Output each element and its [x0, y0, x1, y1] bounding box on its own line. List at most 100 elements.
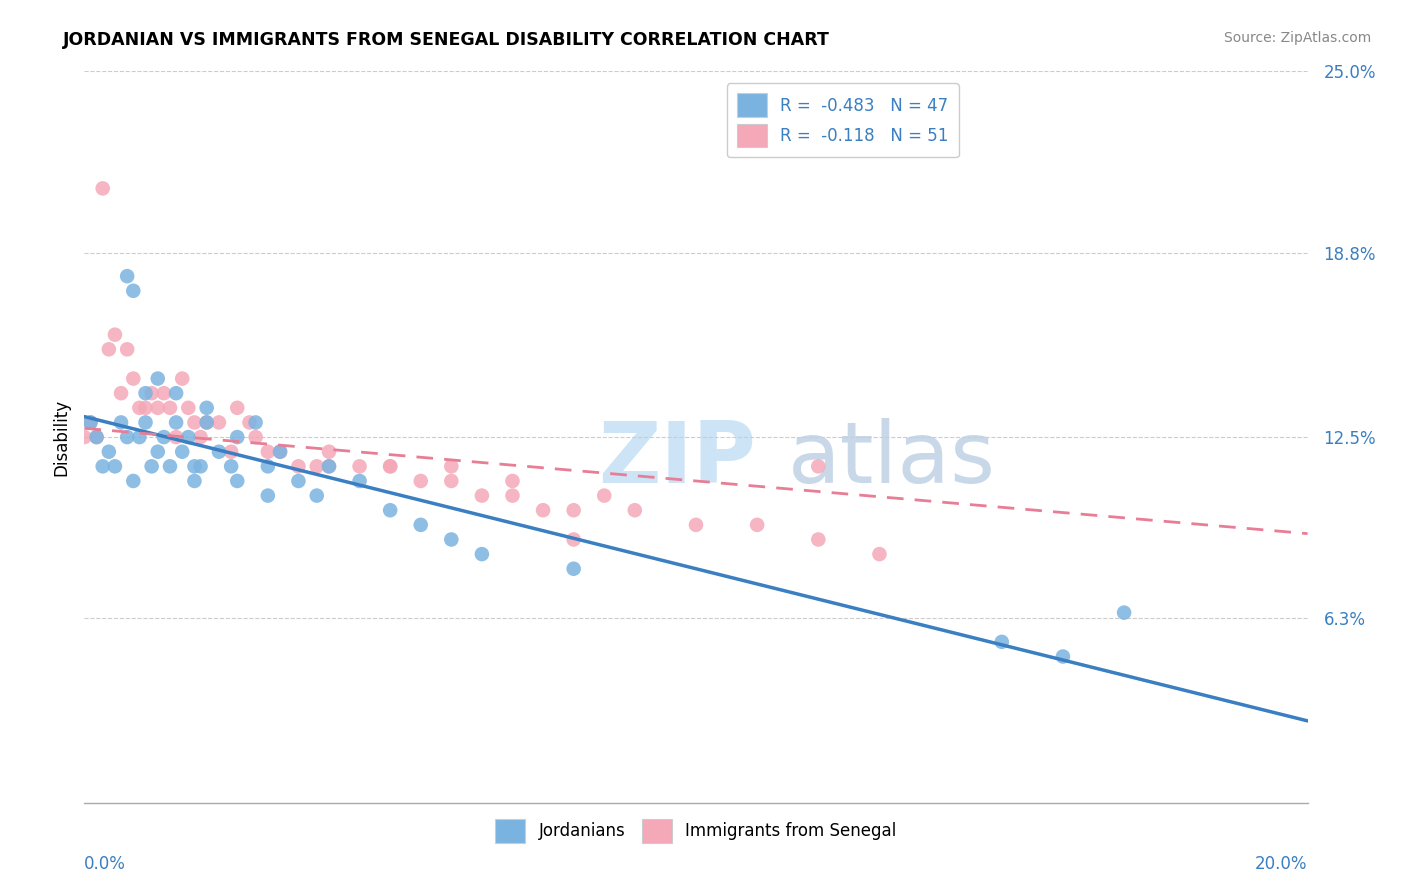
Point [165, 416, 187, 430]
Point [195, 401, 218, 415]
Point [165, 430, 187, 444]
Point [269, 444, 291, 458]
Point [122, 371, 145, 385]
Point [115, 343, 138, 357]
Text: JORDANIAN VS IMMIGRANTS FROM SENEGAL DISABILITY CORRELATION CHART: JORDANIAN VS IMMIGRANTS FROM SENEGAL DIS… [63, 31, 830, 49]
Point [226, 474, 249, 488]
Point [115, 430, 138, 444]
Point [502, 474, 524, 488]
Point [141, 386, 163, 401]
Point [562, 503, 585, 517]
Point [685, 517, 707, 532]
Point [91, 459, 114, 474]
Point [135, 416, 157, 430]
Point [305, 489, 328, 503]
Point [128, 401, 150, 415]
Point [593, 489, 616, 503]
Point [257, 444, 280, 458]
Point [349, 474, 371, 488]
Point [183, 459, 205, 474]
Point [122, 474, 145, 488]
Point [318, 459, 340, 474]
Point [245, 416, 267, 430]
Point [226, 430, 249, 444]
Point [531, 503, 554, 517]
Y-axis label: Disability: Disability [52, 399, 70, 475]
Text: Source: ZipAtlas.com: Source: ZipAtlas.com [1223, 31, 1371, 45]
Point [1114, 606, 1136, 620]
Point [141, 459, 163, 474]
Point [219, 444, 242, 458]
Point [562, 533, 585, 547]
Point [110, 416, 132, 430]
Point [380, 503, 402, 517]
Point [153, 386, 176, 401]
Point [287, 474, 309, 488]
Point [807, 459, 830, 474]
Point [86, 430, 108, 444]
Point [238, 416, 260, 430]
Point [624, 503, 647, 517]
Point [440, 459, 463, 474]
Point [183, 474, 205, 488]
Point [97, 343, 120, 357]
Point [172, 444, 194, 458]
Point [79, 416, 101, 430]
Point [349, 459, 371, 474]
Point [122, 284, 145, 298]
Point [502, 489, 524, 503]
Point [86, 430, 108, 444]
Point [159, 459, 181, 474]
Point [153, 430, 176, 444]
Point [208, 416, 231, 430]
Point [208, 444, 231, 458]
Point [991, 635, 1014, 649]
Point [440, 533, 463, 547]
Point [226, 401, 249, 415]
Point [190, 430, 212, 444]
Point [128, 430, 150, 444]
Point [165, 386, 187, 401]
Point [471, 489, 494, 503]
Point [146, 444, 169, 458]
Point [183, 416, 205, 430]
Point [115, 269, 138, 284]
Point [807, 533, 830, 547]
Point [110, 386, 132, 401]
Text: ZIP: ZIP [598, 417, 756, 500]
Point [190, 459, 212, 474]
Text: 0.0%: 0.0% [84, 855, 127, 873]
Text: atlas: atlas [787, 417, 995, 500]
Point [440, 474, 463, 488]
Point [79, 416, 101, 430]
Point [380, 459, 402, 474]
Point [104, 459, 127, 474]
Point [104, 327, 127, 342]
Point [1052, 649, 1074, 664]
Text: 20.0%: 20.0% [1256, 855, 1308, 873]
Point [869, 547, 891, 561]
Point [146, 401, 169, 415]
Point [177, 401, 200, 415]
Point [159, 401, 181, 415]
Point [318, 459, 340, 474]
Point [177, 430, 200, 444]
Point [245, 430, 267, 444]
Point [172, 371, 194, 385]
Point [97, 444, 120, 458]
Point [380, 459, 402, 474]
Point [305, 459, 328, 474]
Point [135, 386, 157, 401]
Point [135, 401, 157, 415]
Point [409, 517, 432, 532]
Point [73, 430, 96, 444]
Point [269, 444, 291, 458]
Point [195, 416, 218, 430]
Point [257, 459, 280, 474]
Point [747, 517, 769, 532]
Point [409, 474, 432, 488]
Point [257, 489, 280, 503]
Point [146, 371, 169, 385]
Point [562, 562, 585, 576]
Point [195, 416, 218, 430]
